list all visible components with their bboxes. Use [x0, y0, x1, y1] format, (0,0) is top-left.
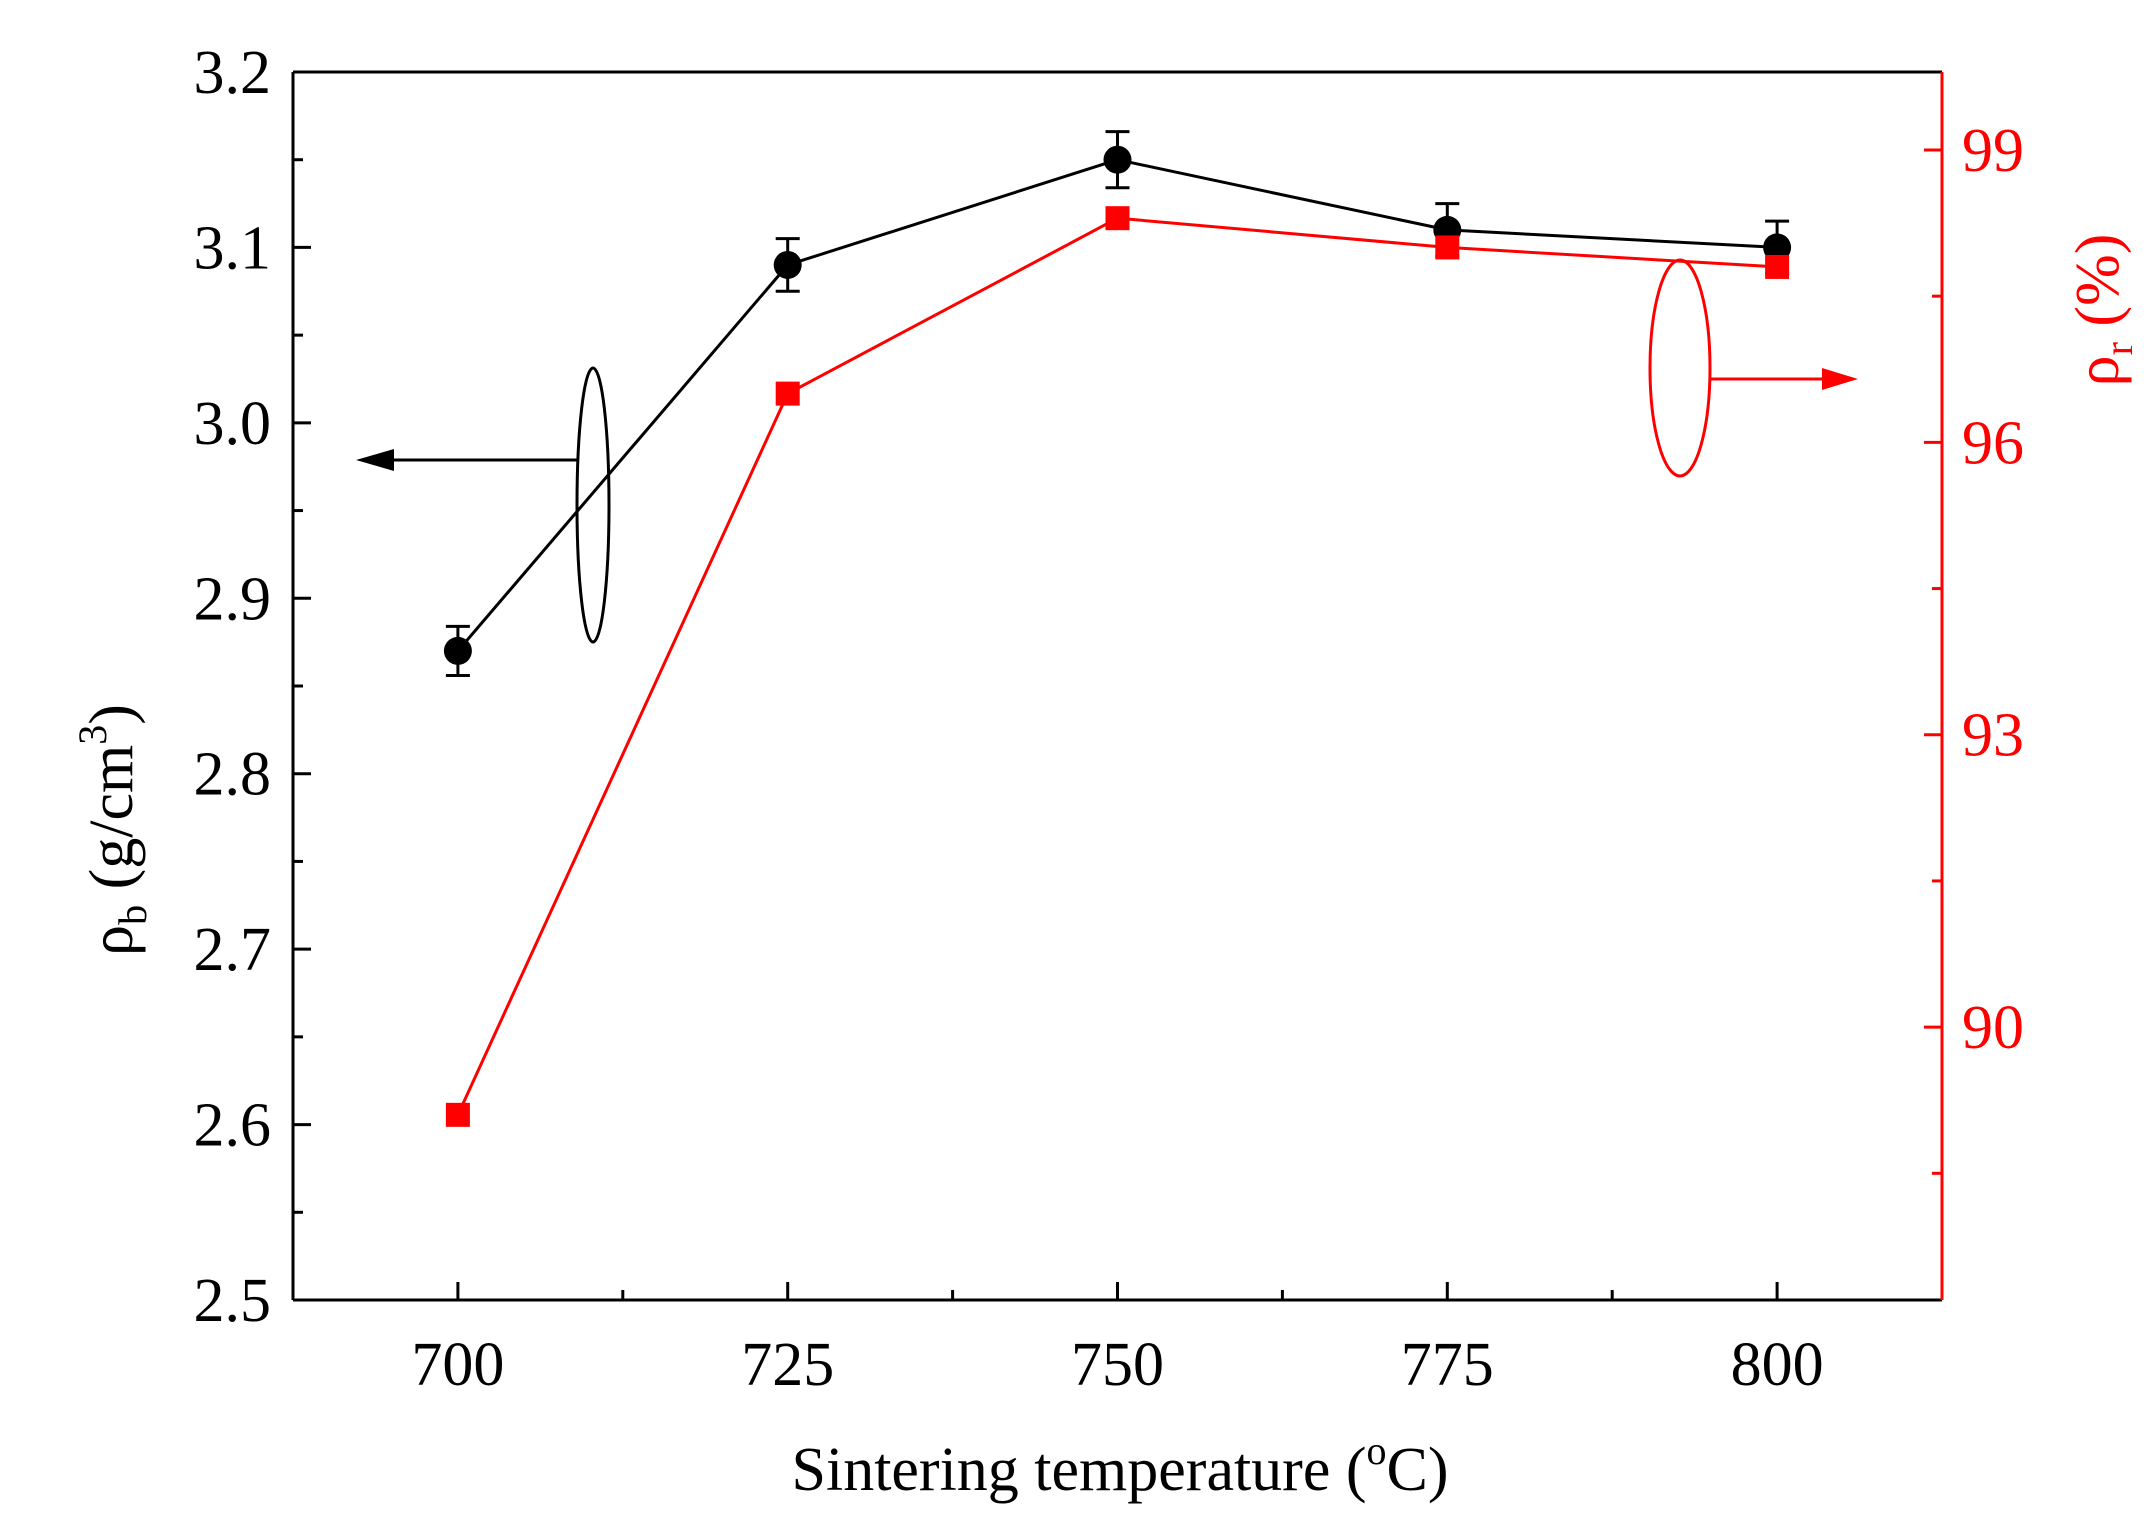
- annotations: [356, 258, 1858, 644]
- data-point: [1435, 235, 1460, 260]
- data-point: [1105, 206, 1130, 231]
- x-tick-label: 800: [1731, 1331, 1824, 1399]
- y-axis-right-title: ρr (%): [2064, 234, 2141, 387]
- x-tick-label: 725: [741, 1331, 834, 1399]
- series-line-2: [456, 216, 1778, 1116]
- black-ellipse: [575, 366, 611, 644]
- y-left-tick-label: 2.9: [194, 565, 272, 633]
- y-axis-left-title: ρb (g/cm3): [70, 704, 155, 956]
- data-point: [1763, 233, 1792, 262]
- y-right-tick-label: 96: [1962, 409, 2024, 477]
- x-tick-label: 775: [1401, 1331, 1494, 1399]
- data-point: [443, 636, 472, 665]
- y-left-tick-label: 2.5: [194, 1267, 272, 1335]
- data-point: [1103, 145, 1132, 174]
- data-point: [445, 1102, 470, 1127]
- data-point: [773, 250, 802, 279]
- y-left-tick-label: 3.2: [194, 39, 272, 107]
- x-axis-title: Sintering temperature (oC): [791, 1428, 1448, 1504]
- y-right-tick-label: 99: [1962, 117, 2024, 185]
- red-ellipse: [1648, 258, 1712, 478]
- series-line-1: [456, 158, 1778, 652]
- red-arrowhead: [1822, 368, 1858, 390]
- black-arrowhead: [356, 449, 394, 471]
- series-layer: [443, 130, 1792, 1127]
- data-point: [775, 381, 800, 406]
- y-left-tick-label: 3.0: [194, 390, 272, 458]
- y-right-tick-label: 90: [1962, 994, 2024, 1062]
- data-point: [1765, 254, 1790, 279]
- y-left-tick-label: 2.6: [194, 1092, 272, 1160]
- y-right-tick-label: 93: [1962, 702, 2024, 770]
- y-left-tick-label: 3.1: [194, 214, 272, 282]
- x-tick-label: 750: [1071, 1331, 1164, 1399]
- y-left-tick-label: 2.7: [194, 916, 272, 984]
- x-tick-label: 700: [411, 1331, 504, 1399]
- axes: 700 725 750 775 800 2.5 2.6 2.7 2.8 2.9 3.0 3.1 3.2 9…: [194, 39, 2025, 1399]
- y-left-tick-label: 2.8: [194, 741, 272, 809]
